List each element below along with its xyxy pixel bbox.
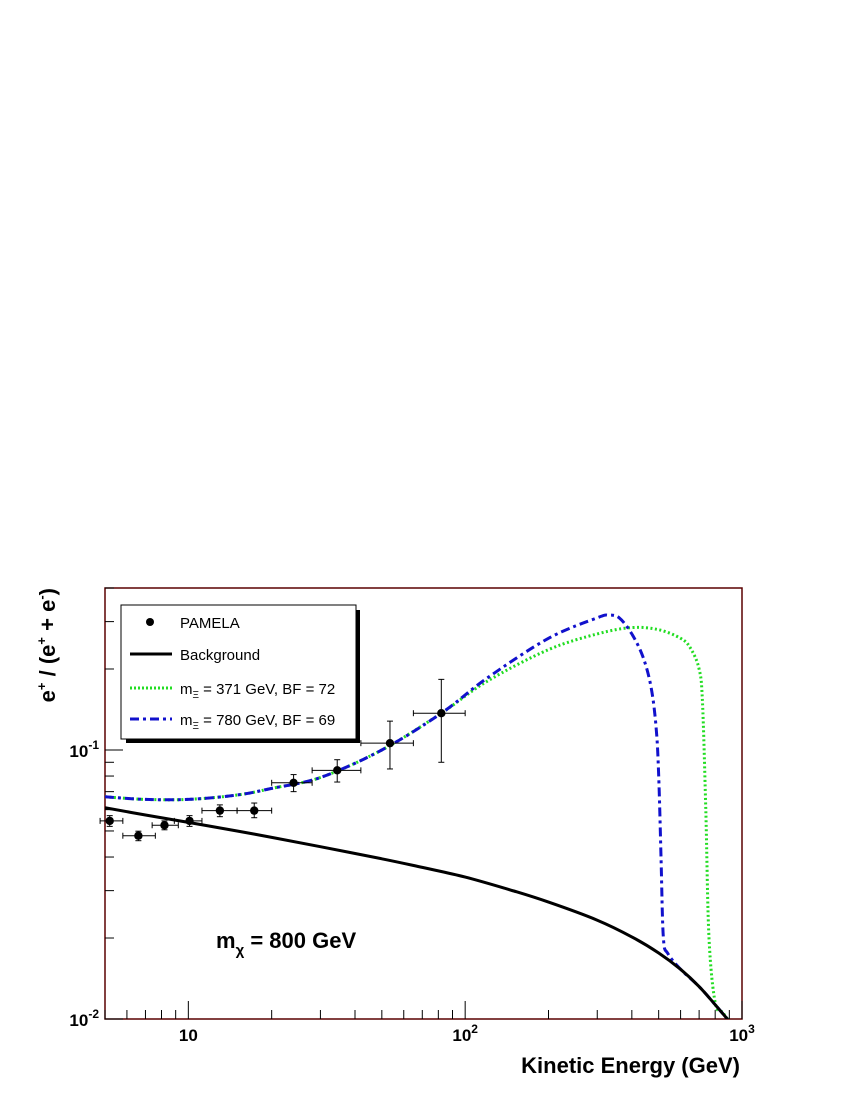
legend-label-371-rest: = 371 GeV, BF = 72 xyxy=(199,681,335,698)
legend-label-371-sub: Ξ xyxy=(193,690,200,701)
pamela-point xyxy=(271,774,313,793)
y-tick-label: 10-1 xyxy=(69,738,99,761)
curve-371 xyxy=(105,625,730,1019)
y-title-e1: e xyxy=(35,690,60,702)
pamela-marker xyxy=(385,738,395,748)
pamela-point xyxy=(360,720,414,770)
pamela-marker xyxy=(437,708,446,718)
pamela-point xyxy=(99,815,124,827)
curve-780 xyxy=(105,613,730,1019)
pamela-point xyxy=(122,830,156,842)
y-title-plus: + e xyxy=(35,600,60,637)
legend-label-371: mΞ = 371 GeV, BF = 72 xyxy=(180,681,335,701)
y-title-sup1: + xyxy=(34,682,49,690)
legend-marker-pamela xyxy=(146,618,154,626)
x-tick-label-exp: 2 xyxy=(471,1022,478,1036)
pamela-point xyxy=(173,815,203,827)
x-tick-label-base: 10 xyxy=(452,1026,471,1045)
pamela-marker xyxy=(105,816,114,826)
x-tick-label: 102 xyxy=(452,1022,478,1045)
mass-annotation-main: m xyxy=(216,928,236,953)
legend-label-780-main: m xyxy=(180,712,193,729)
y-axis-title: e+ / (e+ + e-) xyxy=(34,588,60,702)
legend-label-pamela: PAMELA xyxy=(180,615,240,632)
pamela-marker xyxy=(215,806,225,815)
curves xyxy=(105,613,730,1019)
pamela-marker xyxy=(333,766,342,775)
y-title-mid: / (e xyxy=(35,645,60,683)
pamela-point xyxy=(151,820,179,831)
mass-annotation-rest: = 800 GeV xyxy=(244,928,356,953)
legend-box xyxy=(120,604,357,740)
x-tick-label: 10 xyxy=(179,1026,198,1045)
pamela-point xyxy=(412,678,466,763)
y-title-close: ) xyxy=(35,588,60,595)
pamela-point xyxy=(236,802,273,819)
data-points xyxy=(99,678,466,842)
legend-label-371-main: m xyxy=(180,681,193,698)
pamela-marker xyxy=(185,816,194,826)
legend-label-background: Background xyxy=(180,647,260,664)
x-tick-label-base: 10 xyxy=(179,1026,198,1045)
y-tick-label-base: 10 xyxy=(69,1011,88,1030)
y-tick-label-base: 10 xyxy=(69,742,88,761)
legend: PAMELA Background mΞ = 371 GeV, BF = 72 … xyxy=(120,604,360,743)
legend-label-780-sub: Ξ xyxy=(193,721,200,732)
y-title-sup3: - xyxy=(34,595,49,599)
y-tick-label: 10-2 xyxy=(69,1007,99,1030)
x-axis-title: Kinetic Energy (GeV) xyxy=(521,1053,740,1078)
pamela-marker xyxy=(250,806,259,815)
pamela-marker xyxy=(160,821,169,830)
mass-annotation-sub: χ xyxy=(236,942,245,959)
y-tick-label-exp: -1 xyxy=(88,738,99,752)
pamela-marker xyxy=(134,831,143,840)
y-tick-label-exp: -2 xyxy=(88,1007,99,1021)
x-tick-label: 103 xyxy=(729,1022,755,1045)
curve-background xyxy=(105,806,730,1019)
legend-label-780: mΞ = 780 GeV, BF = 69 xyxy=(180,712,335,732)
x-tick-label-base: 10 xyxy=(729,1026,748,1045)
legend-label-780-rest: = 780 GeV, BF = 69 xyxy=(199,712,335,729)
pamela-marker xyxy=(289,778,298,788)
mass-annotation: mχ = 800 GeV xyxy=(216,928,356,959)
x-tick-label-exp: 3 xyxy=(748,1022,755,1036)
pamela-point xyxy=(311,759,362,783)
y-title-sup2: + xyxy=(34,637,49,645)
